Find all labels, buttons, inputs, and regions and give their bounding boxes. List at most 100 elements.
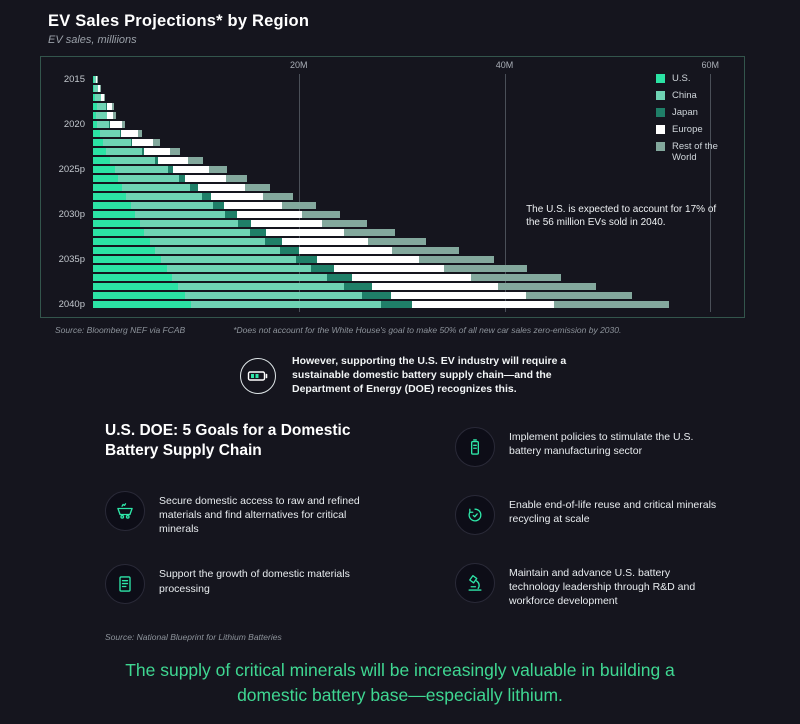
bar-segment-restoftheworld <box>170 148 181 155</box>
bar-segment-europe <box>158 157 188 164</box>
chart-source-row: Source: Bloomberg NEF via FCAB *Does not… <box>55 325 800 335</box>
bar-segment-restoftheworld <box>282 202 316 209</box>
bar-segment-restoftheworld <box>302 211 340 218</box>
bar-segment-china <box>122 184 190 191</box>
bar-segment-us <box>93 274 172 281</box>
recycle-icon <box>455 495 495 535</box>
bar-row <box>41 192 744 201</box>
bar-segment-us <box>93 229 144 236</box>
bar-segment-japan <box>296 256 318 263</box>
bar-segment-restoftheworld <box>263 193 292 200</box>
bar-segment-japan <box>311 265 335 272</box>
bar-segment-europe <box>266 229 344 236</box>
bar-segment-restoftheworld <box>104 94 105 101</box>
goal-item-rd-workforce: Maintain and advance U.S. battery techno… <box>455 563 800 609</box>
bar-track <box>93 238 736 245</box>
bar-row: 2015 <box>41 75 744 84</box>
bar-row <box>41 147 744 156</box>
bar-segment-europe <box>121 130 137 137</box>
bar-segment-china <box>185 292 362 299</box>
bar-segment-china <box>100 130 121 137</box>
bar-segment-europe <box>352 274 470 281</box>
page-title: EV Sales Projections* by Region <box>48 12 800 31</box>
bar-segment-us <box>93 202 131 209</box>
bar-segment-europe <box>317 256 419 263</box>
bar-row <box>41 129 744 138</box>
bar-segment-restoftheworld <box>392 247 459 254</box>
bar-segment-us <box>93 130 100 137</box>
bar-row <box>41 174 744 183</box>
bar-segment-japan <box>213 202 224 209</box>
goal-text: Maintain and advance U.S. battery techno… <box>509 563 719 609</box>
legend-item-china: China <box>656 90 730 102</box>
chart-footnote: *Does not account for the White House's … <box>233 325 621 335</box>
bar-row <box>41 84 744 93</box>
goal-text: Secure domestic access to raw and refine… <box>159 491 369 537</box>
bar-segment-japan <box>362 292 391 299</box>
bar-segment-japan <box>238 220 252 227</box>
doe-goals-section: U.S. DOE: 5 Goals for a Domestic Battery… <box>105 421 800 643</box>
bar-segment-restoftheworld <box>444 265 527 272</box>
bar-track <box>93 139 736 146</box>
bar-segment-europe <box>185 175 226 182</box>
goals-heading: U.S. DOE: 5 Goals for a Domestic Battery… <box>105 421 380 461</box>
bar-segment-us <box>93 220 140 227</box>
goal-item-materials-processing: Support the growth of domestic materials… <box>105 564 455 604</box>
bar-segment-us <box>93 211 135 218</box>
bar-segment-restoftheworld <box>419 256 494 263</box>
bar-row: 2025p <box>41 165 744 174</box>
goals-right-column: Implement policies to stimulate the U.S.… <box>455 421 800 643</box>
bar-segment-restoftheworld <box>100 85 101 92</box>
bar-segment-restoftheworld <box>526 292 632 299</box>
bar-segment-japan <box>381 301 412 308</box>
bar-segment-china <box>106 148 142 155</box>
bar-segment-china <box>155 247 279 254</box>
footer-note: The supply of critical minerals will be … <box>100 658 700 707</box>
bar-track <box>93 85 736 92</box>
bar-segment-europe <box>372 283 499 290</box>
bar-track <box>93 103 736 110</box>
bar-segment-europe <box>198 184 245 191</box>
bar-track <box>93 166 736 173</box>
bar-segment-japan <box>327 274 353 281</box>
bar-row <box>41 102 744 111</box>
bar-segment-europe <box>144 148 169 155</box>
bar-segment-japan <box>202 193 211 200</box>
bar-segment-china <box>150 238 265 245</box>
bar-row: 2020 <box>41 120 744 129</box>
bar-row <box>41 273 744 282</box>
bar-row <box>41 228 744 237</box>
bar-segment-restoftheworld <box>344 229 395 236</box>
legend-item-rest-of-world: Rest of the World <box>656 141 730 165</box>
chart-legend: U.S. China Japan Europe Rest of the Worl… <box>656 73 730 169</box>
bar-row: 2035p <box>41 255 744 264</box>
bar-segment-china <box>135 211 225 218</box>
legend-item-us: U.S. <box>656 73 730 85</box>
bar-segment-china <box>97 121 109 128</box>
bar-segment-restoftheworld <box>226 175 247 182</box>
bar-segment-restoftheworld <box>554 301 669 308</box>
bar-segment-restoftheworld <box>188 157 203 164</box>
bar-segment-japan <box>250 229 265 236</box>
bar-segment-europe <box>224 202 283 209</box>
bar-row <box>41 138 744 147</box>
legend-label: Japan <box>672 107 730 119</box>
bar-segment-us <box>93 238 150 245</box>
bar-track <box>93 175 736 182</box>
bar-track <box>93 292 736 299</box>
bar-segment-us <box>93 292 185 299</box>
bar-segment-restoftheworld <box>498 283 596 290</box>
bar-segment-restoftheworld <box>122 121 125 128</box>
legend-label: U.S. <box>672 73 730 85</box>
goal-item-raw-materials: Secure domestic access to raw and refine… <box>105 491 455 537</box>
bar-segment-china <box>126 193 201 200</box>
bar-segment-china <box>167 265 311 272</box>
bar-segment-china <box>131 202 213 209</box>
bar-segment-europe <box>110 121 122 128</box>
goal-text: Support the growth of domestic materials… <box>159 564 369 595</box>
bar-segment-china <box>161 256 296 263</box>
bar-segment-europe <box>391 292 526 299</box>
bar-segment-europe <box>334 265 444 272</box>
bar-segment-china <box>144 229 250 236</box>
